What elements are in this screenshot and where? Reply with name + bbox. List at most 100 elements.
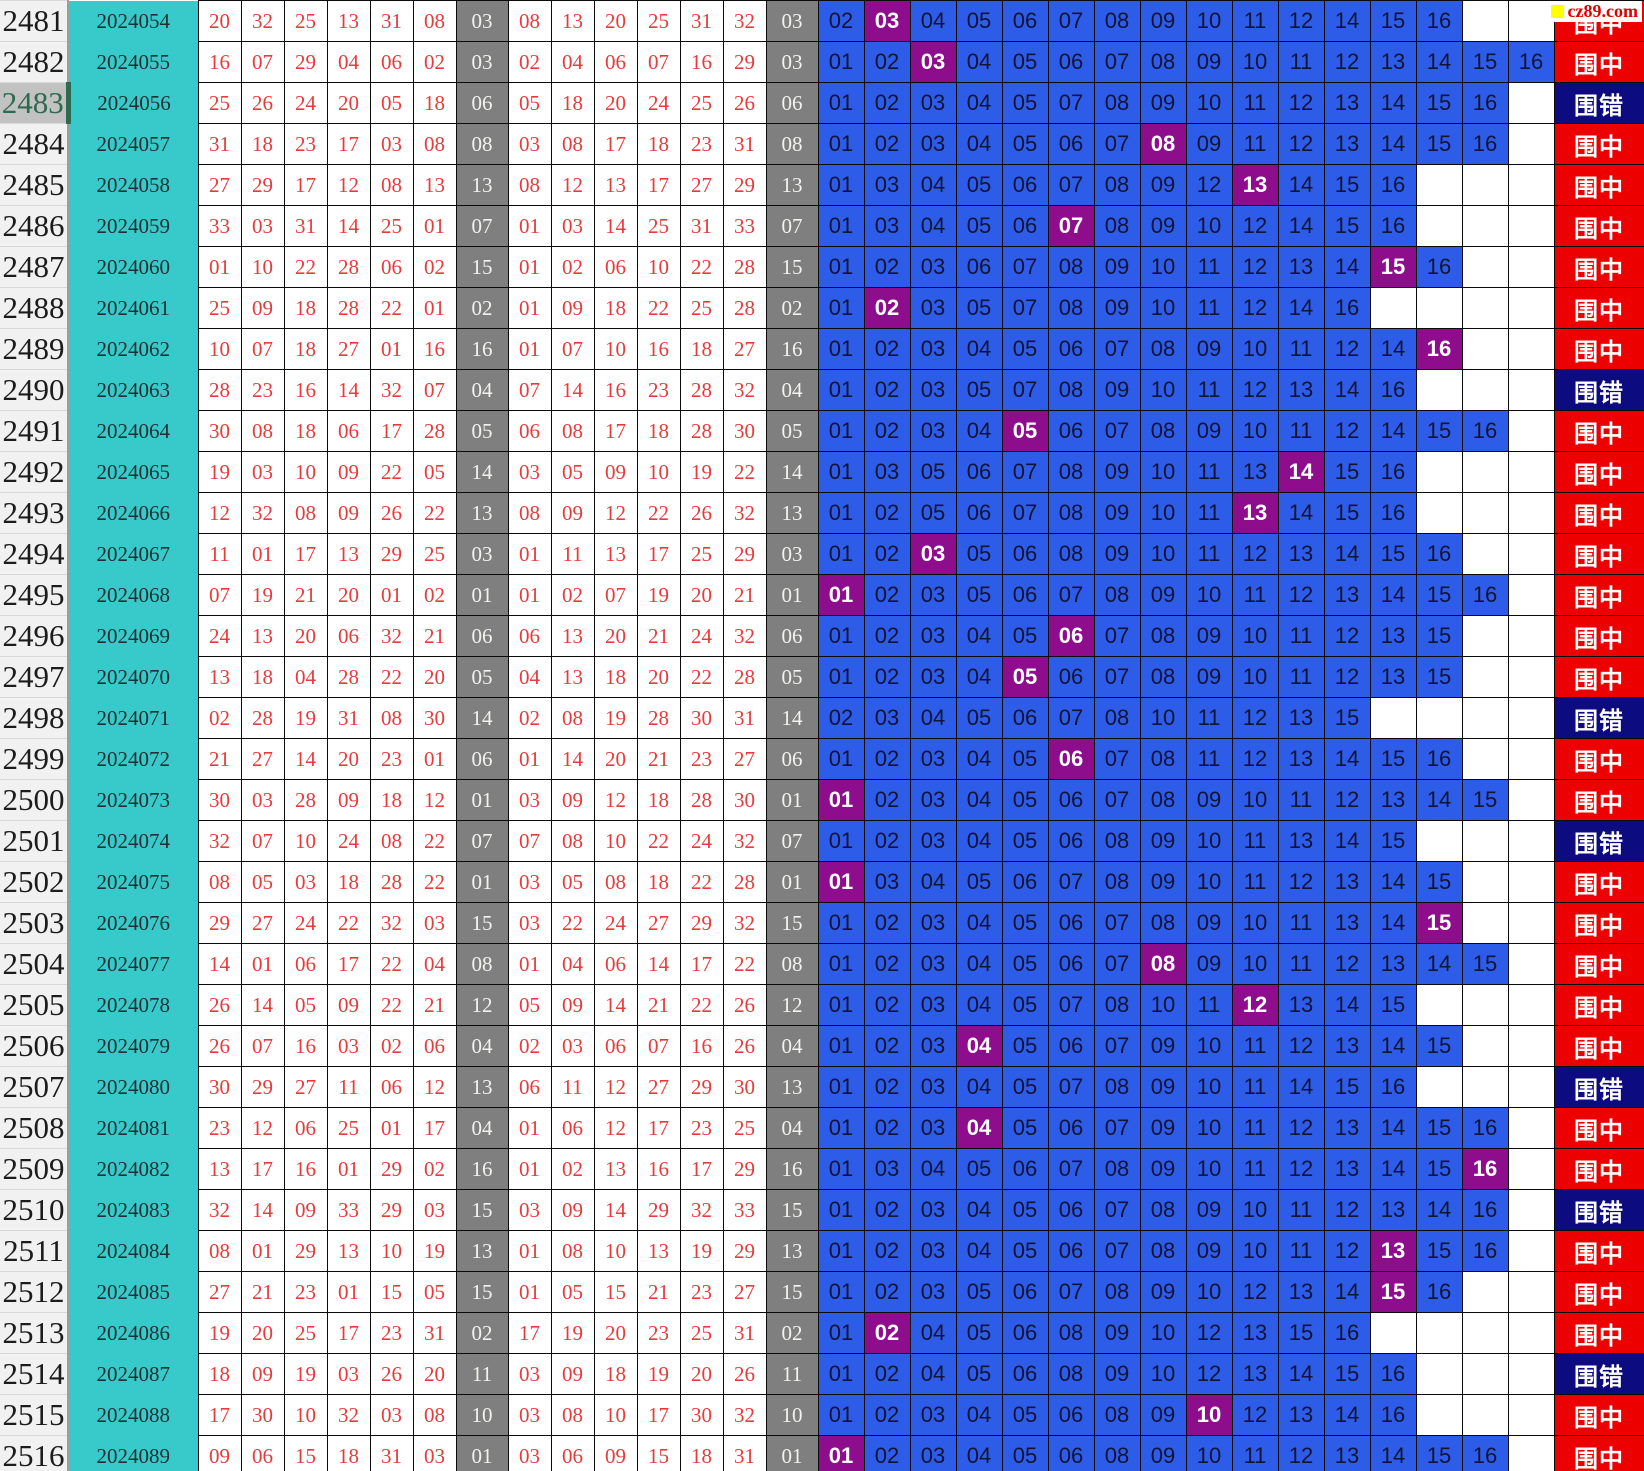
- chart-cell: 12: [1231, 697, 1279, 739]
- chart-cell: 04: [909, 1353, 957, 1395]
- chart-cell: 04: [909, 697, 957, 739]
- red-ball-sorted: 18: [679, 328, 724, 370]
- chart-cell: 07: [1093, 1025, 1141, 1067]
- chart-cell: 09: [1093, 451, 1141, 493]
- red-ball-sorted: 12: [593, 779, 638, 821]
- chart-cell: 02: [863, 943, 911, 985]
- row-period-number: 2024070: [68, 656, 198, 698]
- table-row: 2485 2024058 27 29 17 12 08 13 13 08 12 13 17 27 29 13 0…: [0, 164, 1644, 206]
- red-ball-draw-order: 02: [369, 1025, 414, 1067]
- chart-cell-empty: [1461, 0, 1509, 42]
- red-ball-draw-order: 28: [326, 656, 371, 698]
- chart-cell: 11: [1277, 902, 1325, 944]
- chart-cell: 16: [1507, 41, 1555, 83]
- chart-cell-empty: [1461, 1271, 1509, 1313]
- red-ball-sorted: 18: [636, 861, 681, 903]
- chart-cell: 08: [1047, 492, 1095, 534]
- chart-cell: 07: [1047, 82, 1095, 124]
- blue-ball-drawn: 16: [455, 328, 509, 370]
- chart-cell: 09: [1185, 615, 1233, 657]
- chart-cell: 04: [955, 615, 1003, 657]
- chart-cell: 08: [1139, 1230, 1187, 1272]
- chart-cell: 08: [1139, 738, 1187, 780]
- red-ball-sorted: 31: [722, 123, 767, 165]
- red-ball-draw-order: 18: [412, 82, 457, 124]
- red-ball-draw-order: 26: [240, 82, 285, 124]
- red-ball-draw-order: 19: [197, 1312, 242, 1354]
- red-ball-sorted: 18: [636, 410, 681, 452]
- chart-cell-empty: [1461, 205, 1509, 247]
- red-ball-sorted: 23: [679, 1107, 724, 1149]
- chart-cell: 02: [863, 328, 911, 370]
- row-period-number: 2024076: [68, 902, 198, 944]
- red-ball-sorted: 29: [636, 1189, 681, 1231]
- result-label: 围中: [1553, 533, 1644, 575]
- chart-cell: 16: [1369, 369, 1417, 411]
- table-row: 2513 2024086 19 20 25 17 23 31 02 17 19 20 23 25 31 02 0…: [0, 1312, 1644, 1354]
- chart-cell: 07: [1047, 164, 1095, 206]
- chart-cell: 04: [955, 902, 1003, 944]
- chart-cell: 09: [1139, 1435, 1187, 1471]
- red-ball-sorted: 24: [593, 902, 638, 944]
- red-ball-draw-order: 17: [412, 1107, 457, 1149]
- chart-cell: 01: [817, 1312, 865, 1354]
- chart-cell: 14: [1277, 492, 1325, 534]
- row-seq-number: 2484: [0, 123, 69, 165]
- blue-ball-drawn: 15: [455, 1271, 509, 1313]
- red-ball-sorted: 24: [679, 615, 724, 657]
- chart-cell-empty: [1415, 1353, 1463, 1395]
- red-ball-sorted: 30: [722, 1066, 767, 1108]
- chart-cell: 15: [1323, 1066, 1371, 1108]
- chart-cell: 04: [955, 779, 1003, 821]
- chart-cell-hit: 01: [817, 779, 865, 821]
- red-ball-draw-order: 06: [369, 1066, 414, 1108]
- chart-cell: 03: [863, 861, 911, 903]
- red-ball-draw-order: 10: [197, 328, 242, 370]
- blue-ball-drawn-repeat: 08: [765, 123, 819, 165]
- red-ball-draw-order: 22: [412, 820, 457, 862]
- chart-cell: 04: [955, 738, 1003, 780]
- chart-cell-empty: [1461, 164, 1509, 206]
- chart-cell-empty: [1461, 328, 1509, 370]
- chart-cell: 08: [1139, 410, 1187, 452]
- result-label: 围错: [1553, 369, 1644, 411]
- chart-cell: 07: [1093, 738, 1141, 780]
- row-seq-number: 2501: [0, 820, 69, 862]
- chart-cell: 03: [863, 1148, 911, 1190]
- red-ball-draw-order: 26: [197, 1025, 242, 1067]
- red-ball-sorted: 32: [722, 902, 767, 944]
- red-ball-draw-order: 29: [283, 1230, 328, 1272]
- chart-cell: 01: [817, 41, 865, 83]
- chart-cell: 09: [1139, 861, 1187, 903]
- row-period-number: 2024055: [68, 41, 198, 83]
- chart-cell: 14: [1323, 984, 1371, 1026]
- red-ball-draw-order: 29: [369, 533, 414, 575]
- red-ball-draw-order: 09: [240, 1353, 285, 1395]
- result-label: 围错: [1553, 1189, 1644, 1231]
- chart-cell-empty: [1507, 943, 1555, 985]
- red-ball-draw-order: 06: [369, 246, 414, 288]
- red-ball-sorted: 08: [593, 861, 638, 903]
- red-ball-sorted: 07: [636, 41, 681, 83]
- chart-cell: 15: [1323, 451, 1371, 493]
- red-ball-sorted: 18: [550, 82, 595, 124]
- red-ball-draw-order: 22: [369, 287, 414, 329]
- chart-cell: 08: [1047, 287, 1095, 329]
- chart-cell: 04: [955, 984, 1003, 1026]
- blue-ball-drawn-repeat: 05: [765, 410, 819, 452]
- red-ball-sorted: 12: [593, 1107, 638, 1149]
- chart-cell-empty: [1415, 492, 1463, 534]
- chart-cell: 14: [1369, 861, 1417, 903]
- red-ball-sorted: 13: [550, 0, 595, 42]
- chart-cell: 09: [1139, 1148, 1187, 1190]
- red-ball-sorted: 04: [507, 656, 552, 698]
- chart-cell: 06: [1047, 1230, 1095, 1272]
- chart-cell: 16: [1461, 1435, 1509, 1471]
- red-ball-sorted: 10: [593, 1230, 638, 1272]
- red-ball-sorted: 20: [679, 574, 724, 616]
- chart-cell: 10: [1139, 451, 1187, 493]
- chart-cell: 03: [909, 369, 957, 411]
- row-period-number: 2024079: [68, 1025, 198, 1067]
- chart-cell: 04: [955, 1066, 1003, 1108]
- chart-cell: 07: [1047, 0, 1095, 42]
